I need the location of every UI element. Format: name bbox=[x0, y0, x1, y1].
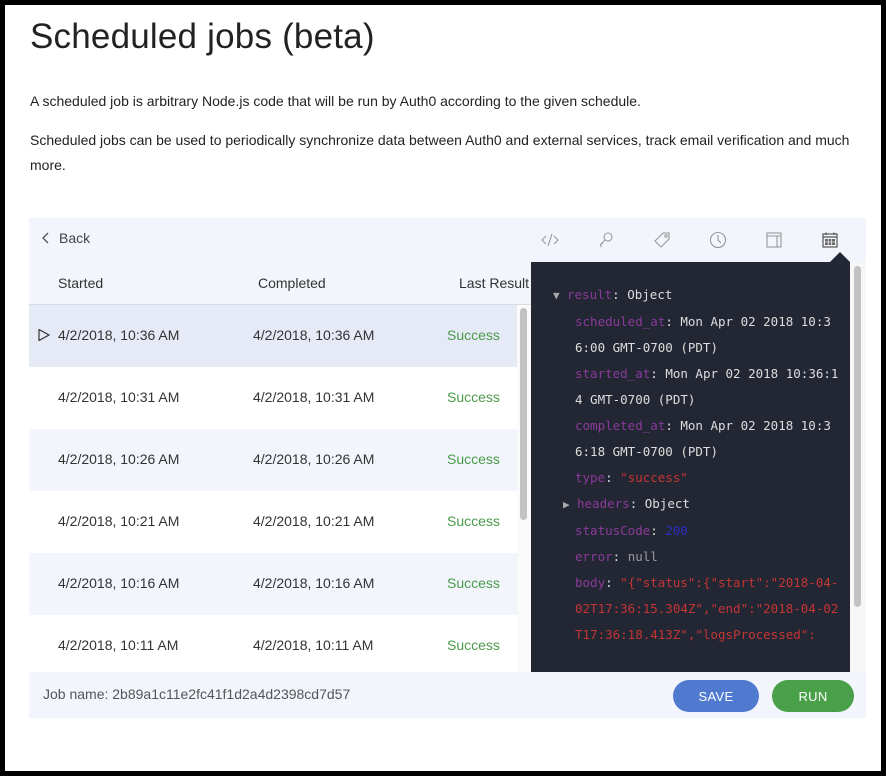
inspector-scrollbar-thumb[interactable] bbox=[854, 266, 861, 607]
started-cell: 4/2/2018, 10:36 AM bbox=[58, 327, 180, 343]
panel-footer: Job name: 2b89a1c11e2fc41f1d2a4d2398cd7d… bbox=[29, 672, 866, 718]
table-row[interactable]: 4/2/2018, 10:36 AM 4/2/2018, 10:36 AM Su… bbox=[29, 305, 517, 367]
completed-cell: 4/2/2018, 10:11 AM bbox=[253, 637, 374, 653]
history-tab[interactable] bbox=[802, 226, 858, 254]
result-cell: Success bbox=[447, 451, 500, 467]
key-icon bbox=[599, 232, 613, 248]
tags-tab[interactable] bbox=[634, 226, 690, 254]
started-cell: 4/2/2018, 10:26 AM bbox=[58, 451, 180, 467]
expand-triangle-icon[interactable]: ▶ bbox=[563, 498, 570, 511]
runs-table: Started Completed Last Result 4/2/2018, … bbox=[29, 262, 531, 672]
scheduled-at-prop: scheduled_at: Mon Apr 02 2018 10:36:00 G… bbox=[575, 314, 831, 355]
column-header-started[interactable]: Started bbox=[58, 275, 104, 291]
started-cell: 4/2/2018, 10:31 AM bbox=[58, 389, 180, 405]
job-name: Job name: 2b89a1c11e2fc41f1d2a4d2398cd7d… bbox=[43, 686, 351, 702]
back-label: Back bbox=[59, 230, 91, 246]
started-cell: 4/2/2018, 10:21 AM bbox=[58, 513, 180, 529]
completed-cell: 4/2/2018, 10:36 AM bbox=[253, 327, 375, 343]
expand-triangle-icon bbox=[38, 329, 50, 341]
table-row[interactable]: 4/2/2018, 10:16 AM 4/2/2018, 10:16 AM Su… bbox=[29, 553, 517, 615]
result-cell: Success bbox=[447, 575, 500, 591]
started-at-prop: started_at: Mon Apr 02 2018 10:36:14 GMT… bbox=[575, 366, 839, 407]
result-cell: Success bbox=[447, 637, 500, 653]
code-icon bbox=[541, 233, 559, 247]
completed-cell: 4/2/2018, 10:31 AM bbox=[253, 389, 375, 405]
page: Scheduled jobs (beta) A scheduled job is… bbox=[5, 5, 881, 771]
headers-node[interactable]: ▶ headers: Object bbox=[553, 491, 843, 518]
code-tab[interactable] bbox=[522, 226, 578, 254]
column-header-completed[interactable]: Completed bbox=[258, 275, 326, 291]
layout-tab[interactable] bbox=[746, 226, 802, 254]
toolbar-icons bbox=[522, 226, 858, 254]
completed-cell: 4/2/2018, 10:21 AM bbox=[253, 513, 375, 529]
completed-cell: 4/2/2018, 10:26 AM bbox=[253, 451, 375, 467]
column-header-last-result[interactable]: Last Result bbox=[459, 275, 530, 291]
table-row[interactable]: 4/2/2018, 10:31 AM 4/2/2018, 10:31 AM Su… bbox=[29, 367, 517, 429]
completed-at-prop: completed_at: Mon Apr 02 2018 10:36:18 G… bbox=[575, 418, 831, 459]
calendar-icon bbox=[822, 232, 838, 248]
table-scrollbar[interactable] bbox=[517, 305, 531, 672]
result-cell: Success bbox=[447, 513, 500, 529]
body-prop: body: "{"status":{"start":"2018-04-02T17… bbox=[575, 575, 839, 642]
page-title: Scheduled jobs (beta) bbox=[30, 17, 375, 56]
table-row[interactable]: 4/2/2018, 10:11 AM 4/2/2018, 10:11 AM Su… bbox=[29, 615, 517, 672]
result-cell: Success bbox=[447, 389, 500, 405]
table-body: 4/2/2018, 10:36 AM 4/2/2018, 10:36 AM Su… bbox=[29, 305, 517, 672]
tag-icon bbox=[654, 232, 670, 248]
table-row[interactable]: 4/2/2018, 10:26 AM 4/2/2018, 10:26 AM Su… bbox=[29, 429, 517, 491]
table-scrollbar-thumb[interactable] bbox=[520, 308, 527, 520]
panel-toolbar: Back bbox=[29, 218, 866, 262]
page-description: A scheduled job is arbitrary Node.js cod… bbox=[30, 93, 641, 109]
inspector-scrollbar[interactable] bbox=[850, 262, 866, 672]
started-cell: 4/2/2018, 10:16 AM bbox=[58, 575, 180, 591]
table-header: Started Completed Last Result bbox=[29, 262, 531, 305]
table-row[interactable]: 4/2/2018, 10:21 AM 4/2/2018, 10:21 AM Su… bbox=[29, 491, 517, 553]
status-code-prop: statusCode: 200 bbox=[575, 523, 688, 538]
layout-icon bbox=[766, 232, 782, 248]
save-button[interactable]: SAVE bbox=[673, 680, 759, 712]
result-inspector: ▼ result: Object scheduled_at: Mon Apr 02… bbox=[531, 262, 850, 672]
page-description-2: Scheduled jobs can be used to periodical… bbox=[30, 132, 850, 173]
schedule-tab[interactable] bbox=[690, 226, 746, 254]
completed-cell: 4/2/2018, 10:16 AM bbox=[253, 575, 375, 591]
type-prop: type: "success" bbox=[575, 470, 688, 485]
result-cell: Success bbox=[447, 327, 500, 343]
result-node[interactable]: ▼ result: Object bbox=[553, 282, 843, 309]
run-button[interactable]: RUN bbox=[772, 680, 854, 712]
active-tab-pointer bbox=[830, 252, 850, 262]
back-button[interactable]: Back bbox=[41, 230, 90, 246]
clock-icon bbox=[709, 231, 727, 249]
started-cell: 4/2/2018, 10:11 AM bbox=[58, 637, 179, 653]
job-history-panel: Back bbox=[29, 218, 866, 718]
chevron-left-icon bbox=[42, 232, 49, 244]
collapse-triangle-icon[interactable]: ▼ bbox=[553, 289, 560, 302]
error-prop: error: null bbox=[575, 549, 658, 564]
settings-tab[interactable] bbox=[578, 226, 634, 254]
